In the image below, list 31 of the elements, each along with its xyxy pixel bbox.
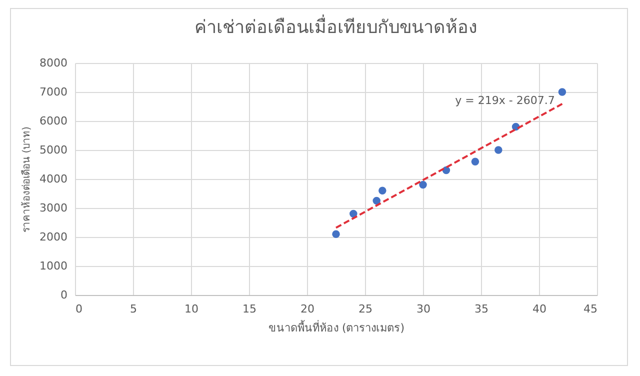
point <box>558 88 566 96</box>
x-tick-label: 15 <box>242 302 256 316</box>
x-tick-label: 35 <box>474 302 488 316</box>
y-tick-label: 2000 <box>40 230 68 244</box>
x-tick-label: 10 <box>184 302 198 316</box>
y-tick-label: 8000 <box>40 56 68 70</box>
y-axis-title: ราคาห้องต่อเดือน (บาท) <box>20 126 33 232</box>
y-tick-label: 5000 <box>40 144 68 156</box>
x-tick-label: 20 <box>300 302 314 316</box>
x-tick-label: 0 <box>76 302 82 316</box>
x-axis-title: ขนาดพื้นที่ห้อง (ตารางเมตร) <box>268 320 405 334</box>
chart-title: ค่าเช่าต่อเดือนเมื่อเทียบกับขนาดห้อง <box>194 14 478 38</box>
y-tick-label: 1000 <box>40 260 68 272</box>
x-tick-label: 25 <box>358 302 372 316</box>
x-tick-label: 5 <box>130 302 137 316</box>
y-tick-label: 6000 <box>40 114 68 128</box>
point <box>332 230 340 238</box>
annotation: y = 219x - 2607.7 <box>455 94 555 107</box>
y-tick-label: 4000 <box>40 172 68 186</box>
y-tick-label: 7000 <box>40 86 68 98</box>
point <box>350 210 358 218</box>
point <box>419 180 427 189</box>
point <box>494 146 502 154</box>
x-tick-label: 40 <box>532 302 546 316</box>
point <box>378 186 386 194</box>
x-tick-label: 30 <box>416 302 430 316</box>
x-tick-label: 45 <box>584 302 598 316</box>
y-tick-label: 3000 <box>40 202 68 214</box>
point <box>471 158 480 166</box>
point <box>372 196 380 205</box>
y-tick-label: 0 <box>60 288 68 302</box>
